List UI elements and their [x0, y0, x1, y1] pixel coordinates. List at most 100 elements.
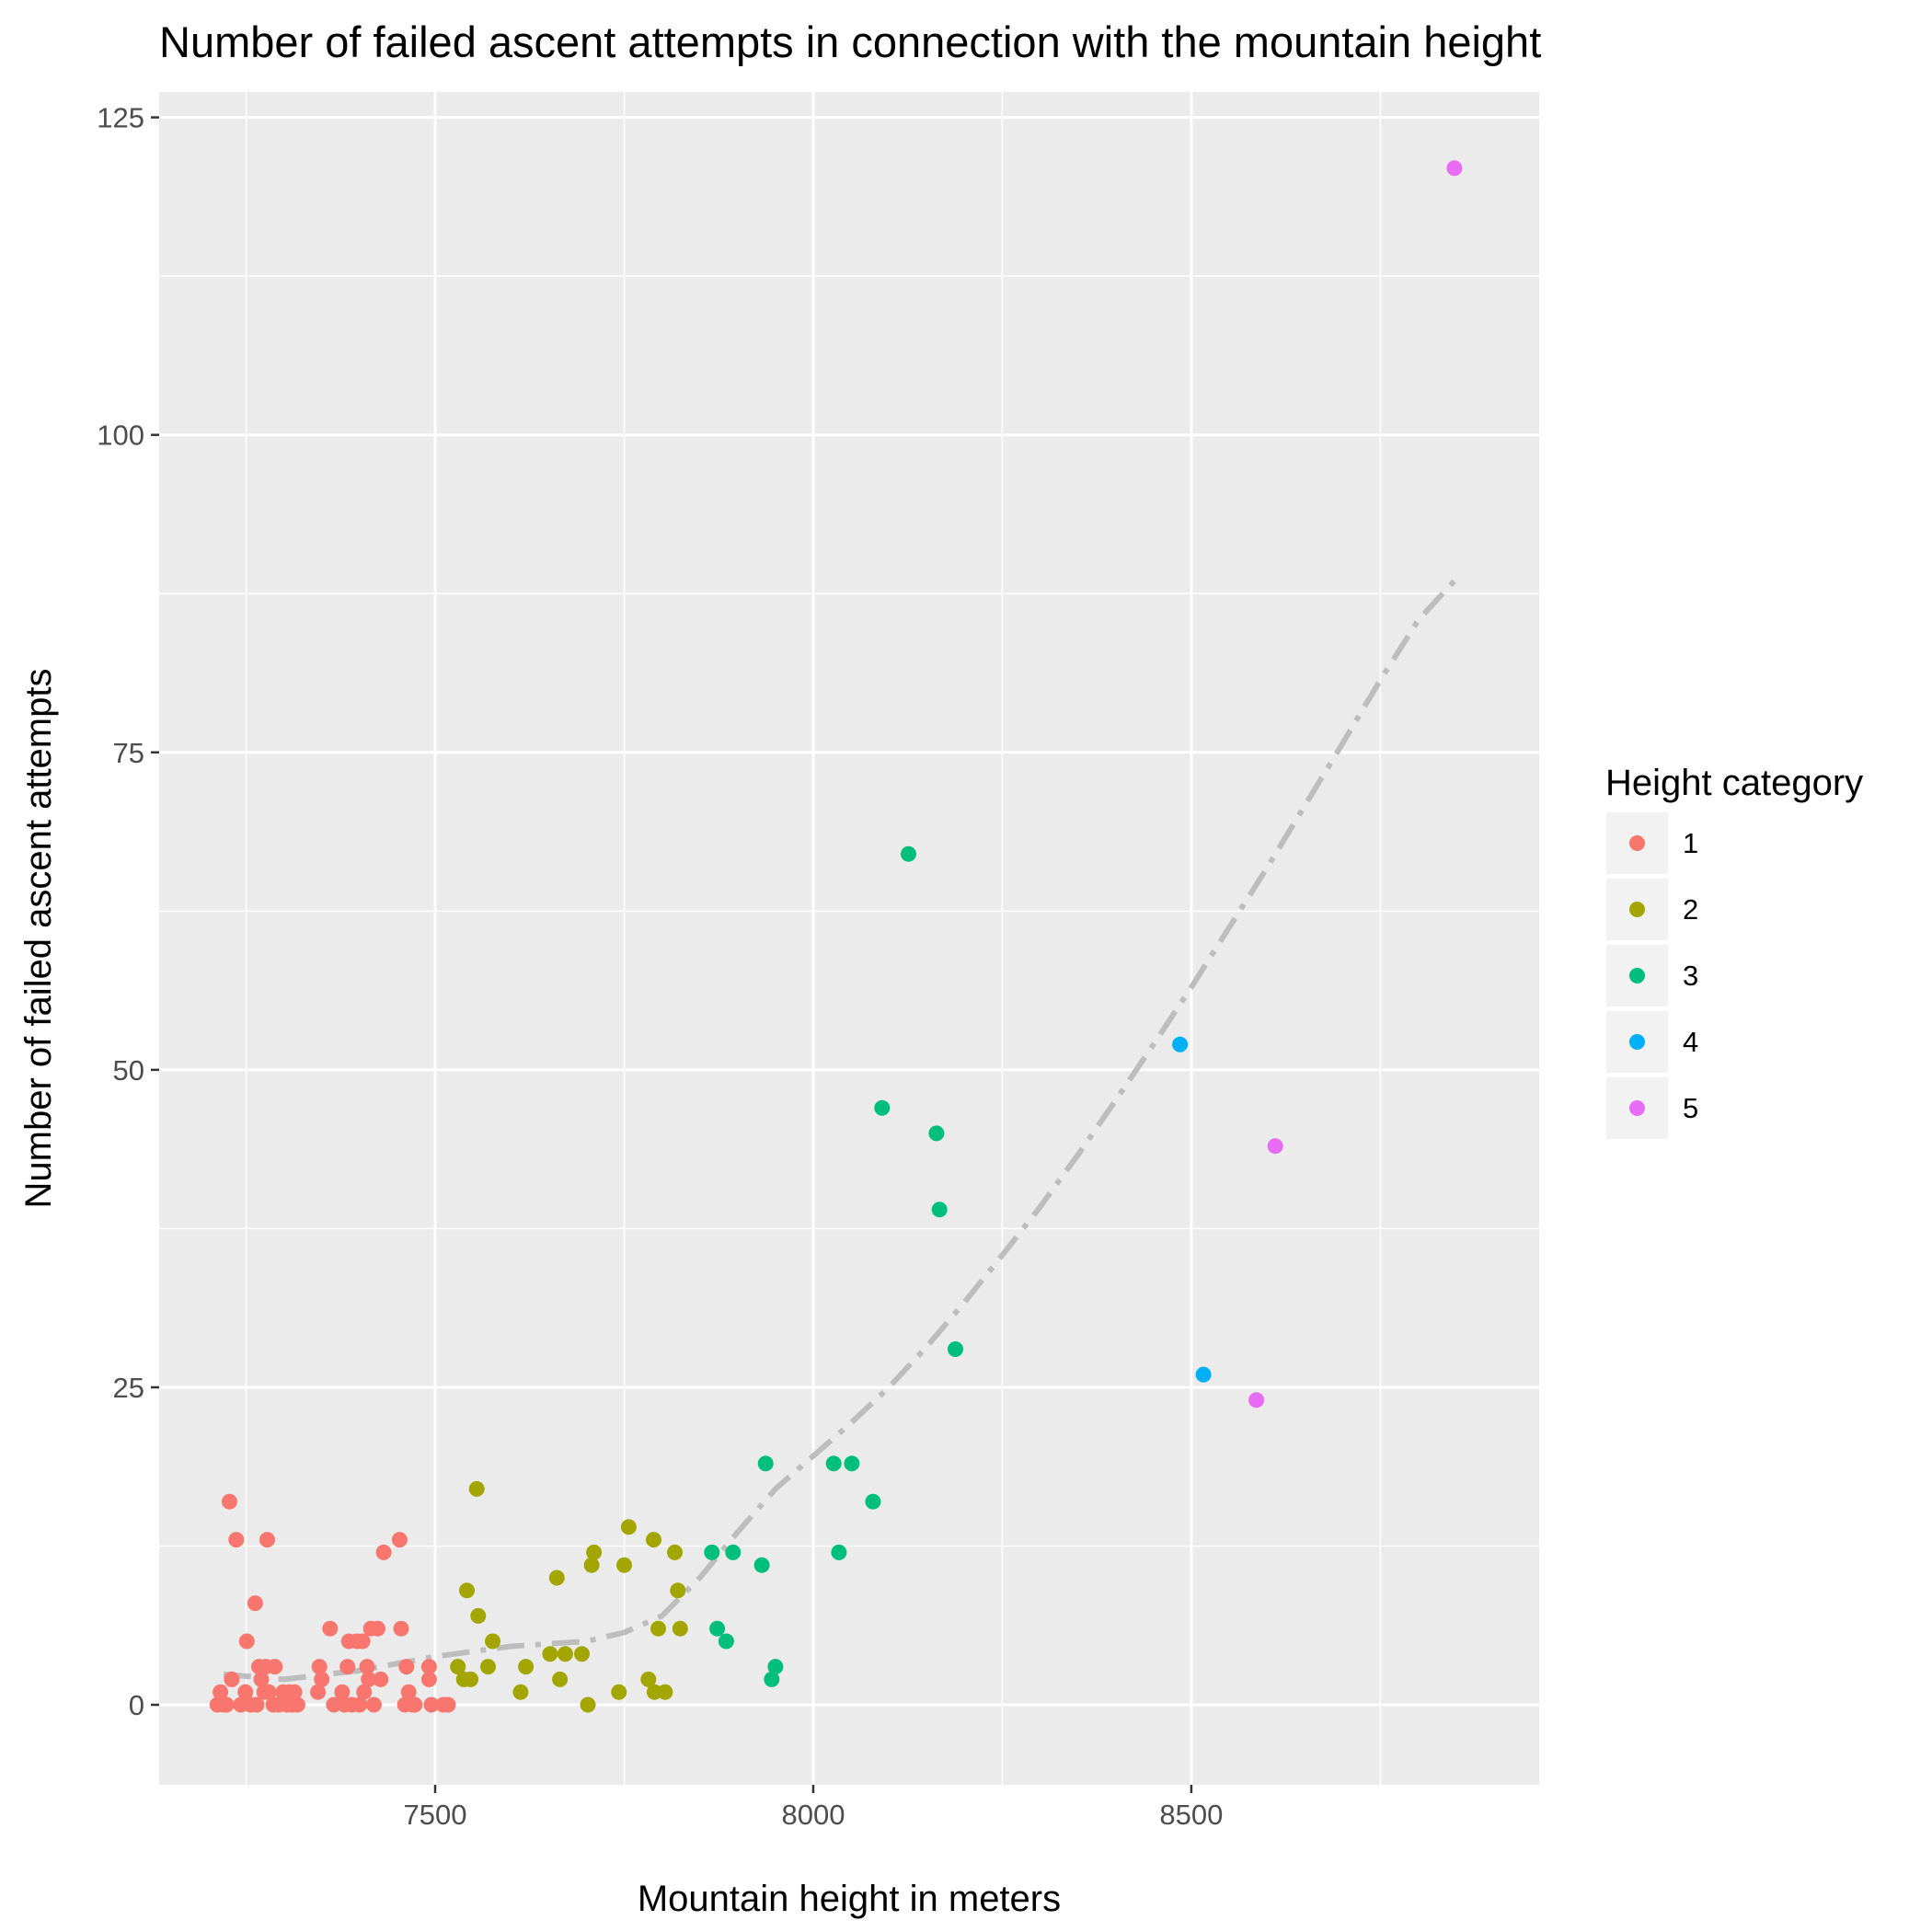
data-point-category-1	[356, 1684, 373, 1700]
data-point-category-2	[480, 1659, 496, 1675]
y-tick-label: 100	[97, 420, 144, 452]
legend-marker	[1629, 1034, 1645, 1050]
major-gridlines	[159, 92, 1539, 1785]
data-point-category-2	[646, 1532, 661, 1548]
data-point-category-3	[725, 1544, 742, 1560]
data-point-category-1	[440, 1696, 456, 1713]
data-point-category-2	[650, 1620, 666, 1637]
data-point-category-2	[574, 1646, 590, 1662]
legend-marker	[1629, 902, 1645, 917]
data-point-category-2	[468, 1480, 485, 1497]
data-point-category-3	[757, 1455, 774, 1472]
data-point-category-1	[354, 1633, 371, 1650]
legend: Height category 1 2 3 4 5	[1605, 763, 1863, 1139]
data-point-category-3	[718, 1633, 734, 1650]
data-point-category-3	[931, 1202, 948, 1218]
data-point-category-2	[672, 1620, 688, 1637]
data-point-category-2	[450, 1659, 466, 1675]
data-point-category-2	[640, 1671, 657, 1687]
minor-gridlines	[159, 92, 1539, 1785]
y-tick-label: 125	[97, 102, 144, 134]
y-axis-title: Number of failed ascent attempts	[18, 669, 59, 1209]
data-point-category-2	[542, 1646, 558, 1662]
data-point-category-1	[334, 1684, 351, 1700]
data-point-category-2	[580, 1696, 596, 1713]
legend-marker	[1629, 1100, 1645, 1116]
x-tick-label: 8500	[1159, 1799, 1223, 1831]
data-point-category-5	[1267, 1138, 1283, 1155]
data-point-category-3	[764, 1671, 780, 1687]
data-point-category-1	[218, 1696, 235, 1713]
data-point-category-1	[221, 1493, 237, 1510]
legend-label: 3	[1683, 960, 1698, 992]
data-point-category-1	[373, 1671, 389, 1687]
data-point-category-1	[423, 1696, 440, 1713]
data-point-category-1	[289, 1696, 305, 1713]
data-point-category-2	[611, 1684, 627, 1700]
data-point-category-3	[928, 1125, 945, 1142]
legend-label: 5	[1683, 1092, 1698, 1124]
data-point-category-3	[948, 1341, 963, 1357]
plot-panel	[159, 92, 1539, 1785]
data-point-category-1	[238, 1633, 255, 1650]
data-point-category-2	[512, 1684, 529, 1700]
data-point-category-1	[400, 1684, 417, 1700]
data-point-category-3	[901, 845, 916, 862]
data-point-category-1	[365, 1696, 382, 1713]
legend-label: 1	[1683, 827, 1698, 859]
data-point-category-5	[1446, 160, 1463, 177]
legend-marker	[1629, 835, 1645, 851]
x-tick-label: 7500	[404, 1799, 467, 1831]
x-axis-title: Mountain height in meters	[638, 1879, 1061, 1919]
data-point-category-2	[485, 1633, 500, 1650]
data-point-category-2	[470, 1607, 487, 1624]
data-point-category-1	[259, 1532, 275, 1548]
data-point-category-1	[420, 1659, 437, 1675]
data-point-category-2	[548, 1570, 565, 1586]
data-point-category-1	[310, 1684, 327, 1700]
data-point-category-3	[825, 1455, 842, 1472]
data-point-category-3	[844, 1455, 860, 1472]
data-point-category-2	[463, 1671, 479, 1687]
data-point-category-2	[557, 1646, 573, 1662]
data-point-category-3	[767, 1659, 784, 1675]
data-point-category-2	[552, 1671, 569, 1687]
data-point-category-1	[398, 1659, 415, 1675]
data-point-category-3	[704, 1544, 720, 1560]
data-point-category-1	[224, 1671, 240, 1687]
data-point-category-1	[260, 1684, 277, 1700]
chart-title: Number of failed ascent attempts in conn…	[159, 17, 1541, 66]
data-point-category-1	[253, 1671, 270, 1687]
data-point-category-4	[1172, 1036, 1189, 1052]
data-point-category-1	[228, 1532, 245, 1548]
data-points	[209, 160, 1463, 1713]
data-point-category-1	[339, 1659, 356, 1675]
data-point-category-1	[322, 1620, 339, 1637]
y-tick-label: 25	[113, 1372, 144, 1404]
trend-line	[223, 579, 1457, 1683]
data-point-category-1	[351, 1696, 368, 1713]
data-point-category-1	[248, 1696, 265, 1713]
legend-marker	[1629, 968, 1645, 983]
data-point-category-2	[459, 1582, 475, 1599]
data-point-category-2	[667, 1544, 683, 1560]
legend-label: 4	[1683, 1026, 1698, 1058]
data-point-category-1	[359, 1659, 375, 1675]
data-point-category-3	[831, 1544, 847, 1560]
data-point-category-1	[393, 1620, 409, 1637]
data-point-category-2	[616, 1557, 632, 1573]
data-point-category-1	[247, 1595, 263, 1612]
x-axis-tick-labels: 7500 8000 8500	[404, 1799, 1224, 1831]
data-point-category-1	[311, 1659, 328, 1675]
data-point-category-4	[1195, 1366, 1212, 1383]
data-point-category-1	[213, 1684, 229, 1700]
legend-label: 2	[1683, 893, 1698, 926]
data-point-category-1	[420, 1671, 437, 1687]
y-tick-label: 75	[113, 737, 144, 769]
data-point-category-1	[314, 1671, 330, 1687]
y-tick-label: 0	[129, 1689, 144, 1721]
data-point-category-3	[753, 1557, 770, 1573]
data-point-category-2	[657, 1684, 673, 1700]
data-point-category-2	[583, 1557, 600, 1573]
